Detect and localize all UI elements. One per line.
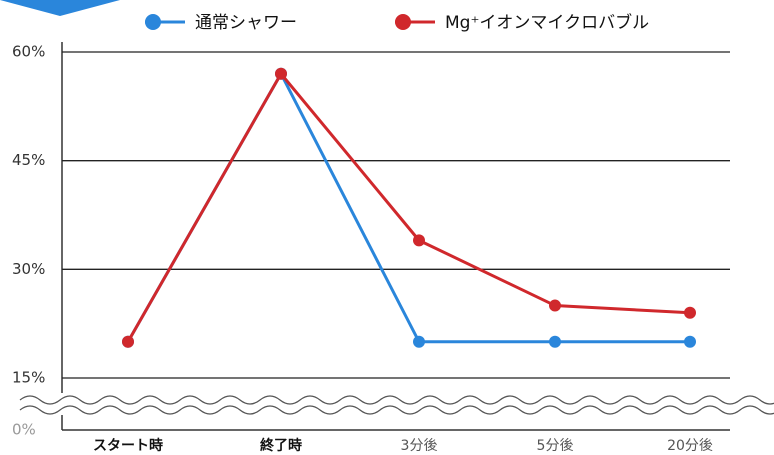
- legend-marker: [395, 14, 411, 30]
- data-point: [684, 306, 696, 319]
- data-point: [413, 335, 425, 348]
- data-point: [549, 335, 561, 348]
- y-tick-label: 15%: [12, 369, 45, 387]
- break-line: [19, 405, 774, 415]
- series-line: [126, 70, 690, 344]
- x-tick-label: 5分後: [537, 438, 574, 454]
- y-tick-label: 45%: [12, 151, 45, 169]
- x-tick-label: 20分後: [667, 438, 713, 454]
- legend-label: Mg⁺イオンマイクロバブル: [445, 12, 649, 33]
- break-line: [19, 395, 774, 405]
- data-point: [549, 299, 561, 312]
- y-tick-label: 30%: [12, 260, 45, 278]
- y-tick-label: 60%: [12, 43, 45, 61]
- data-point: [122, 335, 134, 348]
- break-mask: [20, 393, 760, 415]
- y-tick-label: 0%: [12, 421, 36, 439]
- data-point: [413, 234, 425, 247]
- x-tick-label: 3分後: [401, 438, 438, 454]
- decoration: [0, 0, 120, 16]
- series-line: [126, 71, 691, 343]
- data-point: [684, 335, 696, 348]
- legend-marker: [145, 14, 161, 30]
- x-tick-label: 終了時: [260, 437, 302, 454]
- legend-label: 通常シャワー: [195, 13, 297, 33]
- data-point: [275, 67, 287, 80]
- x-tick-label: スタート時: [93, 437, 163, 454]
